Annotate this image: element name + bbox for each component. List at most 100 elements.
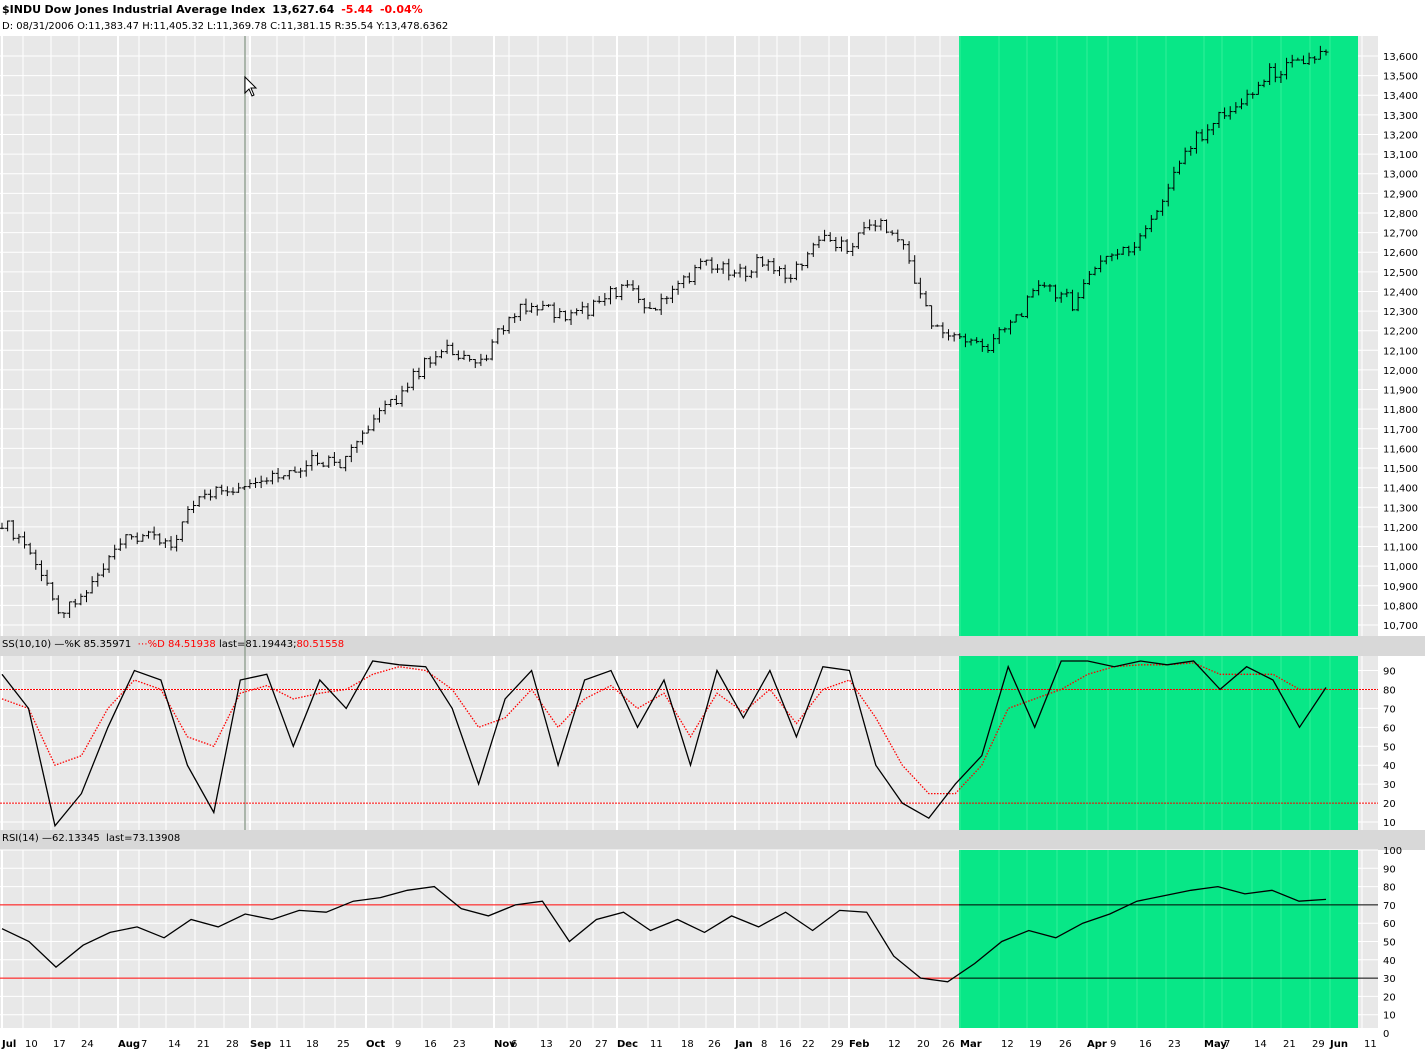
price-bar — [1165, 183, 1171, 207]
price-bar — [1267, 63, 1273, 86]
price-bar — [653, 307, 659, 311]
price-bar — [467, 354, 473, 362]
price-bar — [512, 313, 518, 323]
x-tick-label: Feb — [849, 1039, 869, 1050]
price-bar — [867, 219, 873, 231]
price-bar — [1272, 63, 1278, 83]
price-bar — [917, 277, 923, 299]
price-bar — [44, 569, 50, 586]
price-bar — [884, 219, 890, 234]
x-tick-label: Mar — [960, 1039, 982, 1050]
x-tick-label: Jul — [1, 1039, 16, 1050]
price-bar — [816, 235, 822, 249]
price-bar — [393, 395, 399, 405]
price-bar — [517, 303, 523, 321]
price-bar — [422, 357, 428, 380]
price-bar — [669, 285, 675, 304]
price-bar — [557, 308, 563, 319]
price-bar — [1222, 107, 1228, 119]
price-bar — [1086, 271, 1092, 286]
price-bar — [50, 581, 56, 601]
rsi-tick-label: 20 — [1383, 992, 1396, 1003]
x-tick-label: 21 — [197, 1039, 210, 1050]
stochastic-last: last=81.19443; — [218, 639, 297, 650]
price-bar — [72, 598, 78, 608]
price-bar — [134, 532, 140, 545]
price-bar — [681, 275, 687, 289]
price-bar — [715, 264, 721, 273]
price-bar — [1081, 279, 1087, 299]
price-bar — [1143, 225, 1149, 239]
price-bar — [1002, 327, 1008, 333]
price-bar — [500, 325, 506, 335]
price-bar — [157, 533, 163, 546]
price-bar — [117, 538, 123, 551]
price-bar — [495, 328, 501, 345]
price-tick-label: 12,300 — [1383, 307, 1418, 318]
price-bar — [236, 482, 242, 493]
price-bar — [602, 293, 608, 306]
price-bar — [1255, 81, 1261, 95]
price-tick-label: 12,900 — [1383, 189, 1418, 200]
price-bar — [1126, 245, 1132, 257]
rsi-tick-label: 70 — [1383, 901, 1396, 912]
price-bar — [658, 293, 664, 315]
price-bar — [365, 425, 371, 434]
price-bar — [1109, 253, 1115, 262]
price-bar — [10, 520, 16, 541]
price-bar — [906, 241, 912, 264]
price-tick-label: 12,700 — [1383, 229, 1418, 240]
price-bar — [731, 269, 737, 278]
x-tick-label: Nov — [494, 1039, 516, 1050]
price-bar — [641, 298, 647, 314]
price-bar — [946, 329, 952, 341]
price-bar — [5, 520, 11, 532]
price-bar — [793, 261, 799, 281]
rsi-name: RSI(14) — [2, 833, 39, 844]
price-tick-label: 11,600 — [1383, 444, 1418, 455]
price-bar — [264, 477, 270, 485]
rsi-tick-label: 50 — [1383, 938, 1396, 949]
price-bar — [979, 338, 985, 352]
price-tick-label: 12,500 — [1383, 268, 1418, 279]
price-bar — [957, 333, 963, 340]
x-tick-label: 7 — [1224, 1039, 1230, 1050]
price-bar — [562, 310, 568, 322]
price-bar — [275, 468, 281, 483]
price-bar — [838, 236, 844, 252]
price-tick-label: 13,500 — [1383, 72, 1418, 83]
price-bar — [929, 305, 935, 329]
stochastic-k-line — [1, 660, 1327, 828]
highlight-region — [959, 36, 1358, 636]
x-tick-label: 12 — [1001, 1039, 1014, 1050]
price-bar — [405, 382, 411, 393]
price-bar — [89, 576, 95, 594]
x-tick-label: 7 — [141, 1039, 147, 1050]
x-axis-band — [0, 1028, 1425, 1052]
price-bar — [185, 506, 191, 524]
price-bar — [1171, 166, 1177, 191]
price-bar — [579, 301, 585, 314]
price-bar — [269, 470, 275, 485]
stochastic-tick-label: 50 — [1383, 742, 1396, 753]
x-tick-label: 17 — [53, 1039, 66, 1050]
price-bar — [889, 230, 895, 236]
price-bar — [1036, 280, 1042, 296]
x-tick-label: 29 — [831, 1039, 844, 1050]
price-bar — [951, 332, 957, 342]
x-tick-label: Oct — [366, 1039, 385, 1050]
price-bar — [1199, 129, 1205, 142]
price-bar — [1312, 55, 1318, 64]
price-bar — [1148, 215, 1154, 233]
price-bar — [900, 239, 906, 250]
price-bar — [985, 343, 991, 353]
price-tick-label: 11,300 — [1383, 503, 1418, 514]
price-bar — [1227, 106, 1233, 120]
price-bar — [292, 466, 298, 473]
price-bar — [315, 452, 321, 466]
price-bar — [703, 259, 709, 266]
price-bar — [720, 261, 726, 274]
price-bar — [376, 407, 382, 423]
price-bar — [607, 286, 613, 305]
